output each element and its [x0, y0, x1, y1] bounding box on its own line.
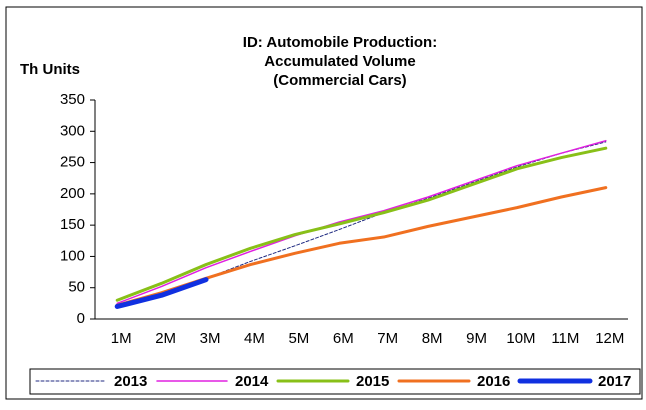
x-tick-label: 3M — [200, 330, 221, 347]
y-tick-label: 100 — [60, 247, 85, 264]
chart-title: ID: Automobile Production: — [243, 34, 437, 51]
y-tick-label: 300 — [60, 122, 85, 139]
legend-label: 2017 — [598, 373, 631, 390]
legend-label: 2013 — [114, 373, 147, 390]
x-tick-label: 12M — [595, 330, 624, 347]
x-tick-label: 9M — [466, 330, 487, 347]
y-tick-label: 150 — [60, 216, 85, 233]
y-tick-label: 250 — [60, 154, 85, 171]
x-tick-label: 4M — [244, 330, 265, 347]
x-tick-label: 8M — [422, 330, 443, 347]
legend-label: 2014 — [235, 373, 269, 390]
series-line — [116, 139, 607, 305]
legend-label: 2016 — [477, 373, 510, 390]
series-line — [115, 146, 608, 302]
x-tick-label: 7M — [377, 330, 398, 347]
y-tick-label: 200 — [60, 185, 85, 202]
legend-label: 2015 — [356, 373, 389, 390]
x-tick-label: 11M — [551, 330, 579, 347]
series-line — [114, 277, 209, 309]
y-tick-label: 0 — [77, 310, 85, 327]
x-tick-label: 5M — [288, 330, 309, 347]
x-tick-label: 2M — [155, 330, 176, 347]
x-tick-label: 1M — [111, 330, 132, 347]
x-tick-label: 6M — [333, 330, 354, 347]
chart-title: Accumulated Volume — [264, 53, 415, 70]
y-tick-label: 350 — [60, 91, 85, 108]
y-tick-label: 50 — [68, 279, 85, 296]
y-axis-label: Th Units — [20, 61, 80, 78]
chart-title: (Commercial Cars) — [273, 72, 406, 89]
x-tick-label: 10M — [506, 330, 535, 347]
